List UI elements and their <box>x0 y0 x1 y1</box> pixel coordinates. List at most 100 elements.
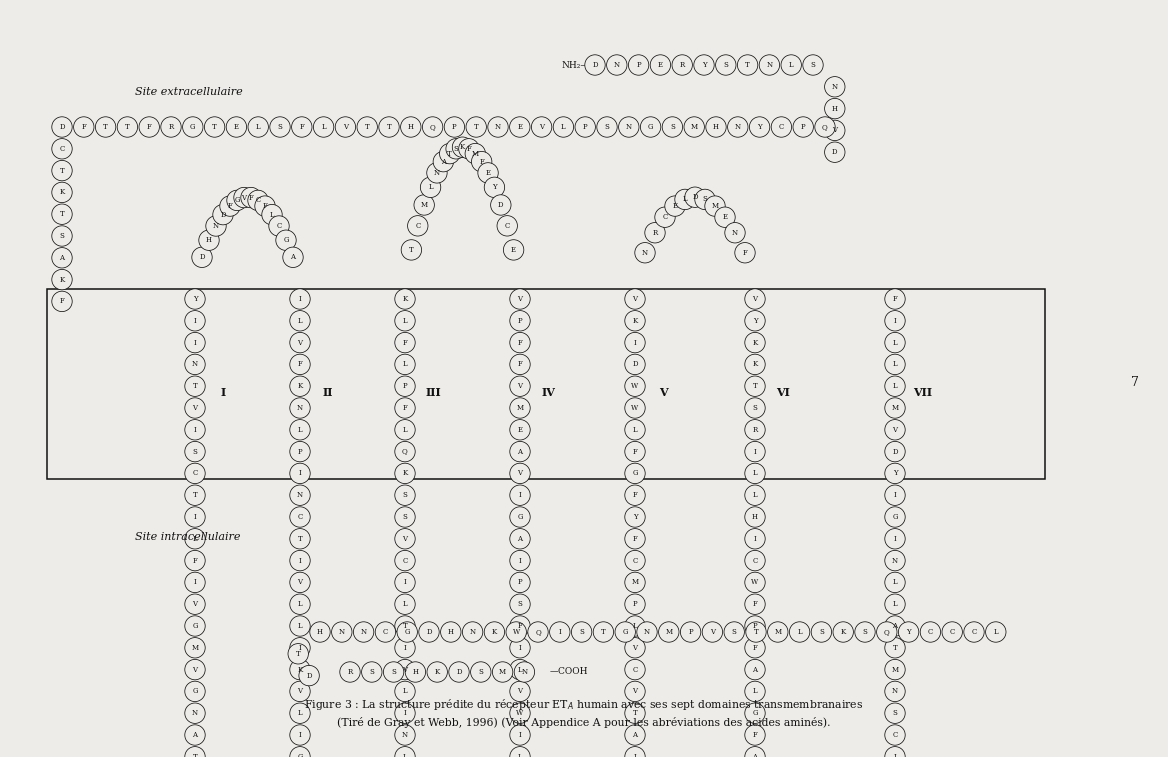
Text: C: C <box>972 628 976 636</box>
Circle shape <box>625 572 645 593</box>
Text: Figure 3 : La structure prédite du récepteur ET$_{A}$ humain avec ses sept domai: Figure 3 : La structure prédite du récep… <box>305 696 863 712</box>
Text: P: P <box>517 578 522 587</box>
Text: K: K <box>460 143 465 151</box>
Text: S: S <box>193 447 197 456</box>
Text: T: T <box>364 123 369 131</box>
Circle shape <box>593 621 613 642</box>
Circle shape <box>606 55 627 75</box>
Circle shape <box>509 289 530 309</box>
Text: P: P <box>298 447 303 456</box>
Circle shape <box>463 621 482 642</box>
Circle shape <box>885 746 905 757</box>
Circle shape <box>885 397 905 418</box>
Circle shape <box>885 681 905 702</box>
Text: I: I <box>894 534 896 543</box>
Text: K: K <box>492 628 498 636</box>
Circle shape <box>185 550 206 571</box>
Circle shape <box>395 681 415 702</box>
Circle shape <box>354 621 374 642</box>
Text: L: L <box>994 628 999 636</box>
Circle shape <box>74 117 93 137</box>
Circle shape <box>185 746 206 757</box>
Circle shape <box>509 376 530 397</box>
Circle shape <box>681 621 701 642</box>
Text: Y: Y <box>757 123 762 131</box>
Text: T: T <box>193 752 197 757</box>
Text: T: T <box>193 382 197 390</box>
Text: H: H <box>317 628 324 636</box>
Circle shape <box>290 419 311 440</box>
Text: E: E <box>234 123 239 131</box>
Text: F: F <box>892 295 897 303</box>
Circle shape <box>185 419 206 440</box>
Text: I: I <box>894 752 896 757</box>
Text: P: P <box>452 123 457 131</box>
Circle shape <box>509 703 530 724</box>
Circle shape <box>885 703 905 724</box>
Circle shape <box>672 55 693 75</box>
Text: V: V <box>343 123 348 131</box>
Text: V: V <box>517 382 522 390</box>
Circle shape <box>96 117 116 137</box>
Circle shape <box>619 117 639 137</box>
Circle shape <box>498 216 517 236</box>
Circle shape <box>446 139 466 159</box>
Circle shape <box>745 637 765 658</box>
Text: F: F <box>517 338 522 347</box>
Circle shape <box>745 550 765 571</box>
Circle shape <box>117 117 138 137</box>
Text: III: III <box>425 387 440 397</box>
Text: W: W <box>632 382 639 390</box>
Text: G: G <box>235 196 239 204</box>
Circle shape <box>651 55 670 75</box>
Text: F: F <box>249 194 253 201</box>
Circle shape <box>728 117 748 137</box>
Text: I: I <box>404 709 406 717</box>
Circle shape <box>745 376 765 397</box>
Circle shape <box>290 724 311 745</box>
Text: T: T <box>403 622 408 630</box>
Circle shape <box>227 190 248 210</box>
Text: V: V <box>298 338 303 347</box>
Circle shape <box>395 441 415 462</box>
Text: I: I <box>194 578 196 587</box>
Circle shape <box>506 621 527 642</box>
Text: H: H <box>206 236 213 245</box>
Circle shape <box>509 746 530 757</box>
Text: IV: IV <box>541 387 555 397</box>
Text: F: F <box>633 534 638 543</box>
Circle shape <box>185 594 206 615</box>
Text: E: E <box>658 61 663 69</box>
Circle shape <box>509 572 530 593</box>
Circle shape <box>625 310 645 331</box>
Circle shape <box>509 441 530 462</box>
Circle shape <box>290 332 311 353</box>
Text: I: I <box>519 491 521 499</box>
Text: G: G <box>190 123 195 131</box>
Circle shape <box>509 594 530 615</box>
Text: G: G <box>284 236 288 245</box>
Text: L: L <box>403 360 408 369</box>
Text: N: N <box>613 61 620 69</box>
Text: D: D <box>892 447 898 456</box>
Circle shape <box>299 665 319 686</box>
Circle shape <box>185 703 206 724</box>
Circle shape <box>290 485 311 506</box>
Circle shape <box>397 621 417 642</box>
Text: F: F <box>82 123 86 131</box>
Circle shape <box>290 506 311 527</box>
Text: P: P <box>633 600 638 608</box>
Text: N: N <box>192 360 199 369</box>
Text: VII: VII <box>913 387 932 397</box>
Text: V: V <box>403 665 408 674</box>
Circle shape <box>485 621 505 642</box>
Circle shape <box>920 621 940 642</box>
Text: M: M <box>711 202 718 210</box>
Text: C: C <box>298 513 303 521</box>
Circle shape <box>452 137 473 157</box>
Circle shape <box>51 226 72 246</box>
Text: N: N <box>361 628 367 636</box>
Circle shape <box>885 528 905 549</box>
Circle shape <box>825 142 844 163</box>
Text: I: I <box>558 628 561 636</box>
